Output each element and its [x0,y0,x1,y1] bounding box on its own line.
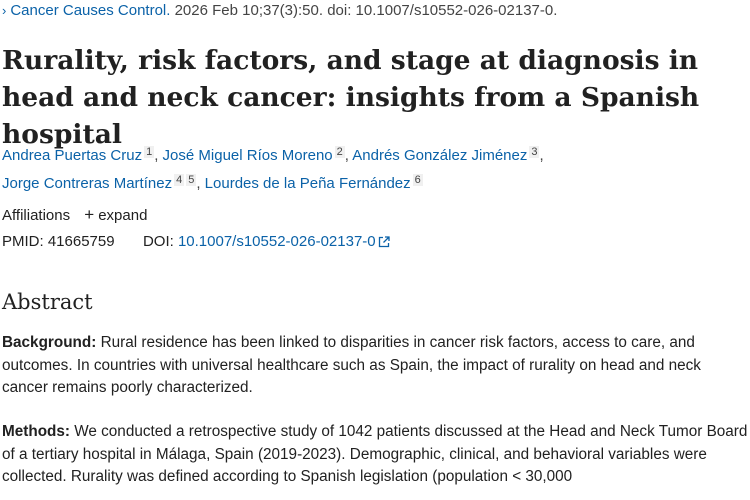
background-text: Rural residence has been linked to dispa… [2,334,701,396]
abstract-heading: Abstract [2,290,93,314]
plus-icon: + [84,205,95,224]
author-affiliation-ref[interactable]: 1 [144,146,155,158]
author-affiliation-ref[interactable]: 5 [186,174,197,186]
author-affiliation-ref[interactable]: 4 [174,174,185,186]
external-link-icon[interactable] [378,235,390,252]
author-link[interactable]: Lourdes de la Peña Fernández [204,175,411,192]
expand-label: expand [98,207,148,224]
chevron-right-icon[interactable]: › [2,3,7,18]
pmid-value: 41665759 [47,233,115,250]
author-affiliation-ref[interactable]: 2 [334,146,345,158]
doi-label: DOI: [142,233,174,250]
author-link[interactable]: Andrea Puertas Cruz [2,147,143,164]
background-label: Background: [2,334,97,351]
doi-link[interactable]: 10.1007/s10552-026-02137-0 [177,233,376,250]
affiliations-row: Affiliations + expand [2,205,147,225]
article-title: Rurality, risk factors, and stage at dia… [2,45,700,150]
pmid-label: PMID: [2,233,44,250]
author-list: Andrea Puertas Cruz 1, José Miguel Ríos M… [2,146,544,192]
affiliations-label: Affiliations [2,207,71,224]
author-affiliation-ref[interactable]: 6 [412,174,423,186]
methods-label: Methods: [2,423,70,440]
citation-details: 2026 Feb 10;37(3):50. doi: 10.1007/s1055… [174,2,558,19]
abstract-methods: Methods: We conducted a retrospective st… [2,421,748,489]
expand-affiliations-button[interactable]: + expand [84,205,148,224]
author-link[interactable]: Andrés González Jiménez [352,147,528,164]
journal-link[interactable]: Cancer Causes Control. [10,2,171,19]
author-affiliation-ref[interactable]: 3 [529,146,540,158]
identifiers-row: PMID: 41665759 DOI: 10.1007/s10552-026-0… [2,233,390,252]
author-link[interactable]: Jorge Contreras Martínez [2,175,173,192]
citation-line: › Cancer Causes Control. 2026 Feb 10;37(3… [2,2,557,19]
methods-text: We conducted a retrospective study of 10… [2,423,748,485]
author-link[interactable]: José Miguel Ríos Moreno [162,147,333,164]
abstract-background: Background: Rural residence has been lin… [2,332,748,400]
